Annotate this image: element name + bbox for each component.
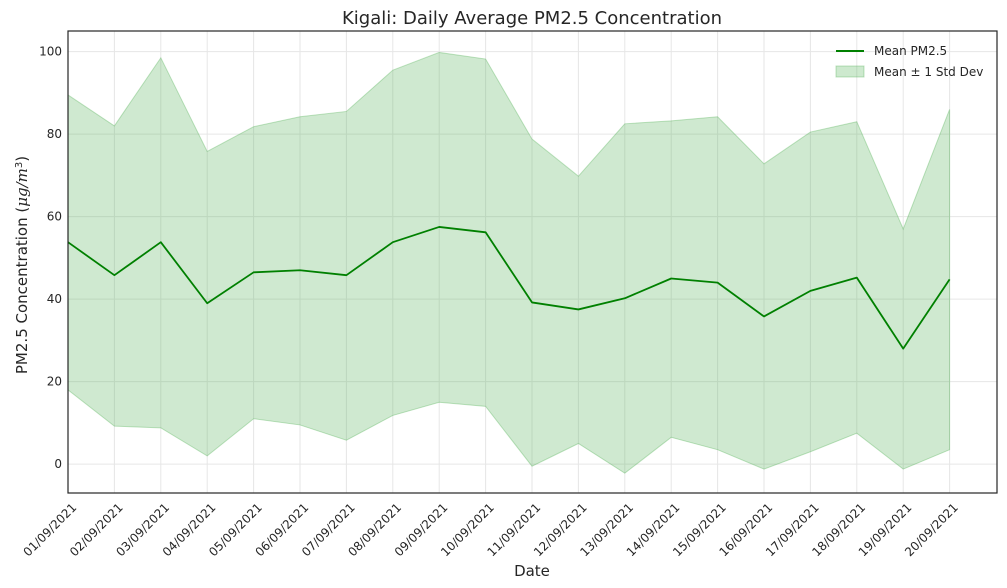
y-axis-label-close: ) <box>13 156 31 162</box>
legend-band-swatch <box>835 65 865 78</box>
chart-title: Kigali: Daily Average PM2.5 Concentratio… <box>342 8 722 29</box>
y-axis-label-unit-m: m <box>13 168 31 182</box>
y-axis-label-unit-slash: / <box>13 180 31 189</box>
x-axis-ticks: 01/09/202102/09/202103/09/202104/09/2021… <box>21 500 961 559</box>
legend-band-label: Mean ± 1 Std Dev <box>874 65 983 79</box>
x-axis-label: Date <box>514 562 550 580</box>
y-tick-label: 100 <box>39 45 62 59</box>
std-dev-band <box>67 51 951 474</box>
y-axis-ticks: 0 20 40 60 80 100 <box>39 45 62 472</box>
y-axis-label: PM2.5 Concentration (μg/m3) <box>13 156 31 374</box>
plot-frame <box>67 30 998 494</box>
y-axis-label-main: PM2.5 Concentration ( <box>13 207 31 374</box>
legend-mean-label: Mean PM2.5 <box>874 44 947 58</box>
y-tick-label: 40 <box>47 292 62 306</box>
y-tick-label: 20 <box>47 375 62 389</box>
mean-line <box>67 226 951 350</box>
y-tick-label: 80 <box>47 127 62 141</box>
std-dev-band-area <box>67 51 951 474</box>
grid <box>67 31 997 493</box>
y-axis-label-unit-mu: μg <box>13 187 31 206</box>
legend: Mean PM2.5 Mean ± 1 Std Dev <box>835 44 983 79</box>
mean-pm25-line <box>67 226 951 350</box>
y-axis-label-unit-exp: 3 <box>14 162 25 168</box>
y-tick-label: 0 <box>54 457 62 471</box>
y-tick-label: 60 <box>47 210 62 224</box>
